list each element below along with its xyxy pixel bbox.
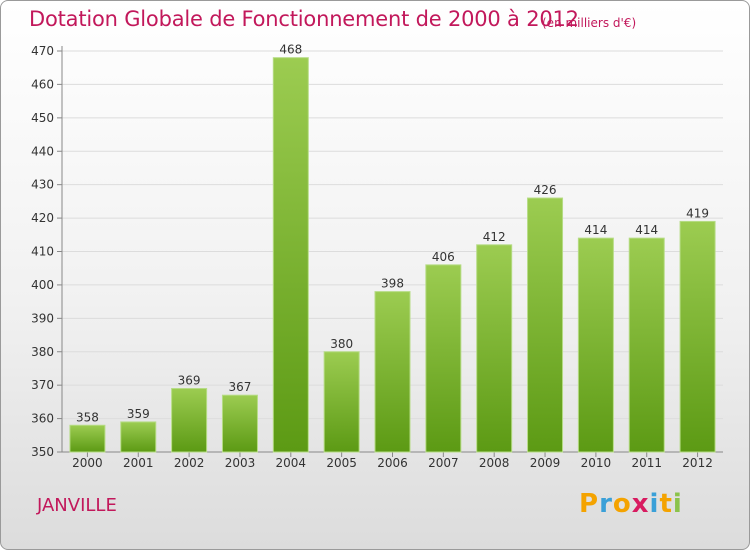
data-label: 426 (534, 183, 557, 197)
x-tick-label: 2007 (428, 456, 459, 470)
data-label: 406 (432, 250, 455, 264)
logo-letter: i (649, 489, 660, 519)
x-tick-label: 2003 (225, 456, 256, 470)
axes: 350 360 370 380 390 400 410 420 430 440 450 460 470 2… (31, 44, 723, 470)
y-tick-label: 370 (31, 378, 54, 392)
x-tick-label: 2005 (326, 456, 357, 470)
data-label: 468 (279, 43, 302, 57)
data-label: 398 (381, 277, 404, 291)
y-tick-label: 350 (31, 445, 54, 459)
y-tick-label: 360 (31, 412, 54, 426)
x-tick-label: 2008 (479, 456, 510, 470)
logo-letter: o (612, 489, 632, 519)
logo-letter: P (579, 489, 600, 519)
x-tick-label: 2004 (276, 456, 307, 470)
logo-letter: t (659, 489, 673, 519)
bar-2004 (272, 57, 309, 453)
bar-2009 (527, 197, 564, 453)
x-tick-label: 2006 (377, 456, 408, 470)
x-tick-label: 2002 (174, 456, 205, 470)
y-tick-label: 440 (31, 144, 54, 158)
bar-2006 (374, 291, 411, 453)
logo-letter: r (599, 489, 613, 519)
data-label: 358 (76, 410, 99, 424)
x-tick-label: 2012 (682, 456, 713, 470)
bar-2005 (323, 351, 360, 453)
bar-2002 (171, 388, 208, 453)
town-name: JANVILLE (37, 495, 117, 516)
data-label: 414 (635, 223, 658, 237)
bar-2007 (425, 264, 462, 453)
bars (69, 57, 716, 453)
y-tick-label: 460 (31, 77, 54, 91)
x-tick-label: 2011 (631, 456, 662, 470)
y-tick-label: 410 (31, 245, 54, 259)
logo-letter: i (672, 489, 683, 519)
chart-unit-note: (en milliers d'€) (542, 16, 637, 30)
chart-title: Dotation Globale de Fonctionnement de 20… (29, 7, 579, 31)
y-tick-label: 430 (31, 178, 54, 192)
y-tick-label: 390 (31, 311, 54, 325)
x-tick-label: 2000 (72, 456, 103, 470)
data-label: 359 (127, 407, 150, 421)
bar-2010 (577, 237, 614, 453)
data-label: 414 (584, 223, 607, 237)
y-tick-label: 400 (31, 278, 54, 292)
data-label: 419 (686, 206, 709, 220)
data-labels: 358 359 369 367 468 380 398 406 412 426 414 414 419 (76, 43, 709, 425)
data-label: 367 (229, 380, 252, 394)
y-tick-label: 450 (31, 111, 54, 125)
bar-2003 (221, 394, 258, 453)
x-tick-label: 2009 (530, 456, 561, 470)
bar-2001 (120, 421, 157, 453)
x-tick-label: 2010 (581, 456, 612, 470)
bar-2011 (628, 237, 665, 453)
data-label: 369 (178, 374, 201, 388)
bar-2008 (476, 244, 513, 453)
bar-2012 (679, 220, 716, 453)
y-tick-label: 420 (31, 211, 54, 225)
data-label: 412 (483, 230, 506, 244)
data-label: 380 (330, 337, 353, 351)
proxiti-logo[interactable]: Proxiti (579, 489, 683, 519)
logo-letter: x (631, 489, 650, 519)
y-tick-label: 470 (31, 44, 54, 58)
y-tick-label: 380 (31, 345, 54, 359)
bar-2000 (69, 424, 106, 453)
x-tick-label: 2001 (123, 456, 154, 470)
